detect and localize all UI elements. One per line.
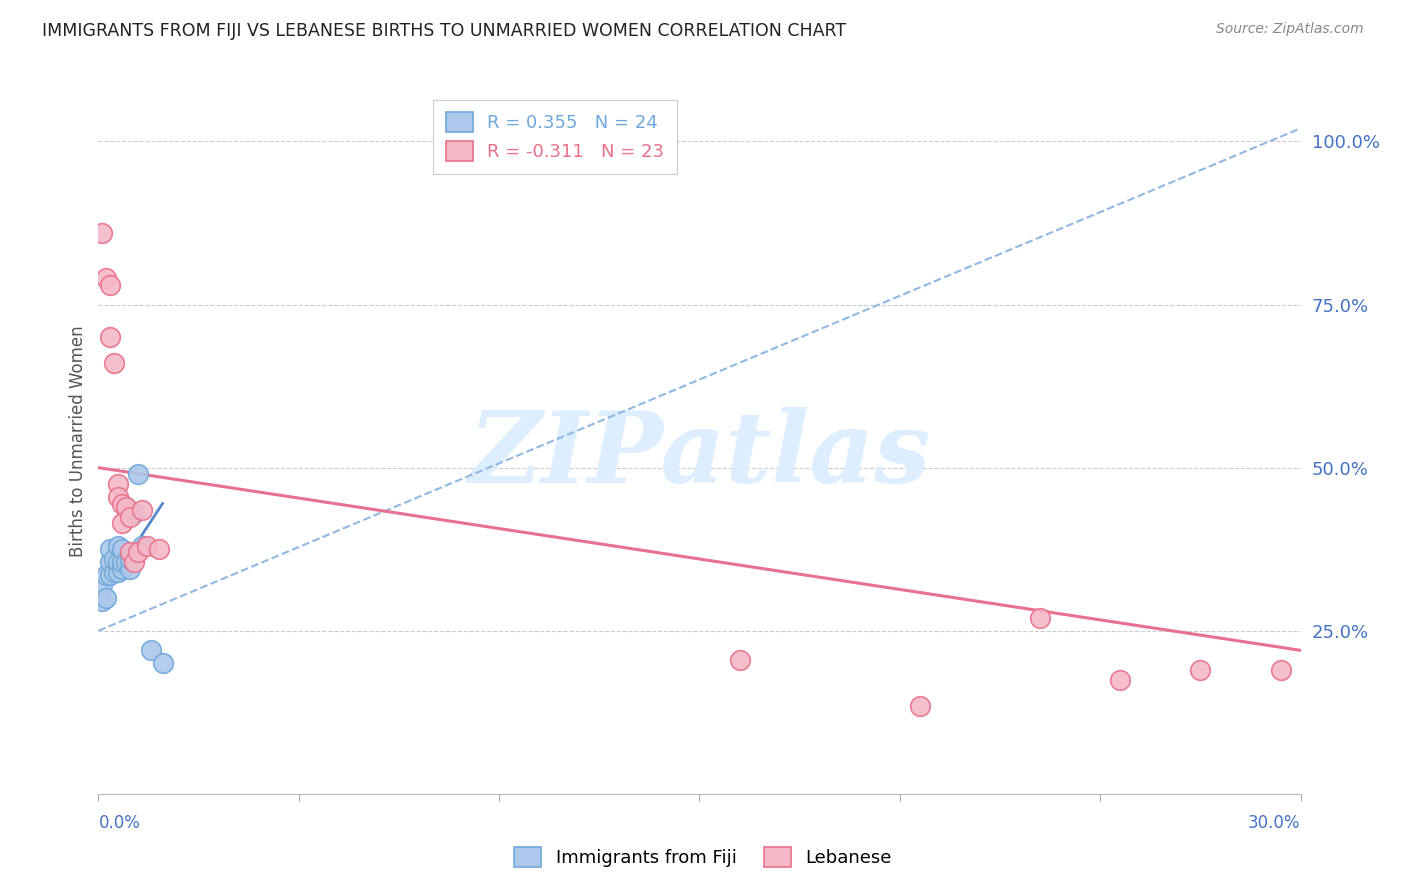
Point xyxy=(115,500,138,514)
Point xyxy=(148,542,170,557)
Point xyxy=(131,503,153,517)
Point xyxy=(128,467,150,482)
Point xyxy=(107,477,129,491)
Point xyxy=(107,565,129,579)
Text: IMMIGRANTS FROM FIJI VS LEBANESE BIRTHS TO UNMARRIED WOMEN CORRELATION CHART: IMMIGRANTS FROM FIJI VS LEBANESE BIRTHS … xyxy=(42,22,846,40)
Point xyxy=(100,277,122,292)
Point xyxy=(91,226,114,240)
Point xyxy=(120,552,142,566)
Point xyxy=(91,578,114,592)
Point xyxy=(96,271,118,285)
Point xyxy=(908,698,931,713)
Point xyxy=(728,653,751,667)
Point xyxy=(103,356,125,370)
Point xyxy=(100,555,122,569)
Point xyxy=(107,555,129,569)
Legend: Immigrants from Fiji, Lebanese: Immigrants from Fiji, Lebanese xyxy=(508,839,898,874)
Point xyxy=(111,555,134,569)
Point xyxy=(124,555,146,569)
Text: ZIPatlas: ZIPatlas xyxy=(468,408,931,504)
Point xyxy=(135,539,157,553)
Point xyxy=(111,496,134,510)
Point xyxy=(1029,611,1052,625)
Point xyxy=(128,545,150,559)
Text: 0.0%: 0.0% xyxy=(98,814,141,831)
Point xyxy=(120,562,142,576)
Point xyxy=(1270,663,1292,677)
Text: 30.0%: 30.0% xyxy=(1249,814,1301,831)
Point xyxy=(111,562,134,576)
Point xyxy=(120,509,142,524)
Point xyxy=(107,490,129,504)
Point xyxy=(120,545,142,559)
Point xyxy=(152,657,174,671)
Point xyxy=(100,542,122,557)
Point xyxy=(115,555,138,569)
Point xyxy=(1189,663,1212,677)
Legend: R = 0.355   N = 24, R = -0.311   N = 23: R = 0.355 N = 24, R = -0.311 N = 23 xyxy=(433,100,678,174)
Text: Source: ZipAtlas.com: Source: ZipAtlas.com xyxy=(1216,22,1364,37)
Point xyxy=(124,506,146,520)
Point xyxy=(100,330,122,344)
Point xyxy=(100,568,122,582)
Point xyxy=(103,565,125,579)
Point xyxy=(139,643,162,657)
Point xyxy=(96,591,118,606)
Point xyxy=(111,542,134,557)
Point xyxy=(1109,673,1132,687)
Point xyxy=(111,516,134,530)
Point xyxy=(91,594,114,608)
Point xyxy=(131,539,153,553)
Point xyxy=(115,500,138,514)
Point xyxy=(96,568,118,582)
Point xyxy=(107,539,129,553)
Point xyxy=(103,552,125,566)
Y-axis label: Births to Unmarried Women: Births to Unmarried Women xyxy=(69,326,87,558)
